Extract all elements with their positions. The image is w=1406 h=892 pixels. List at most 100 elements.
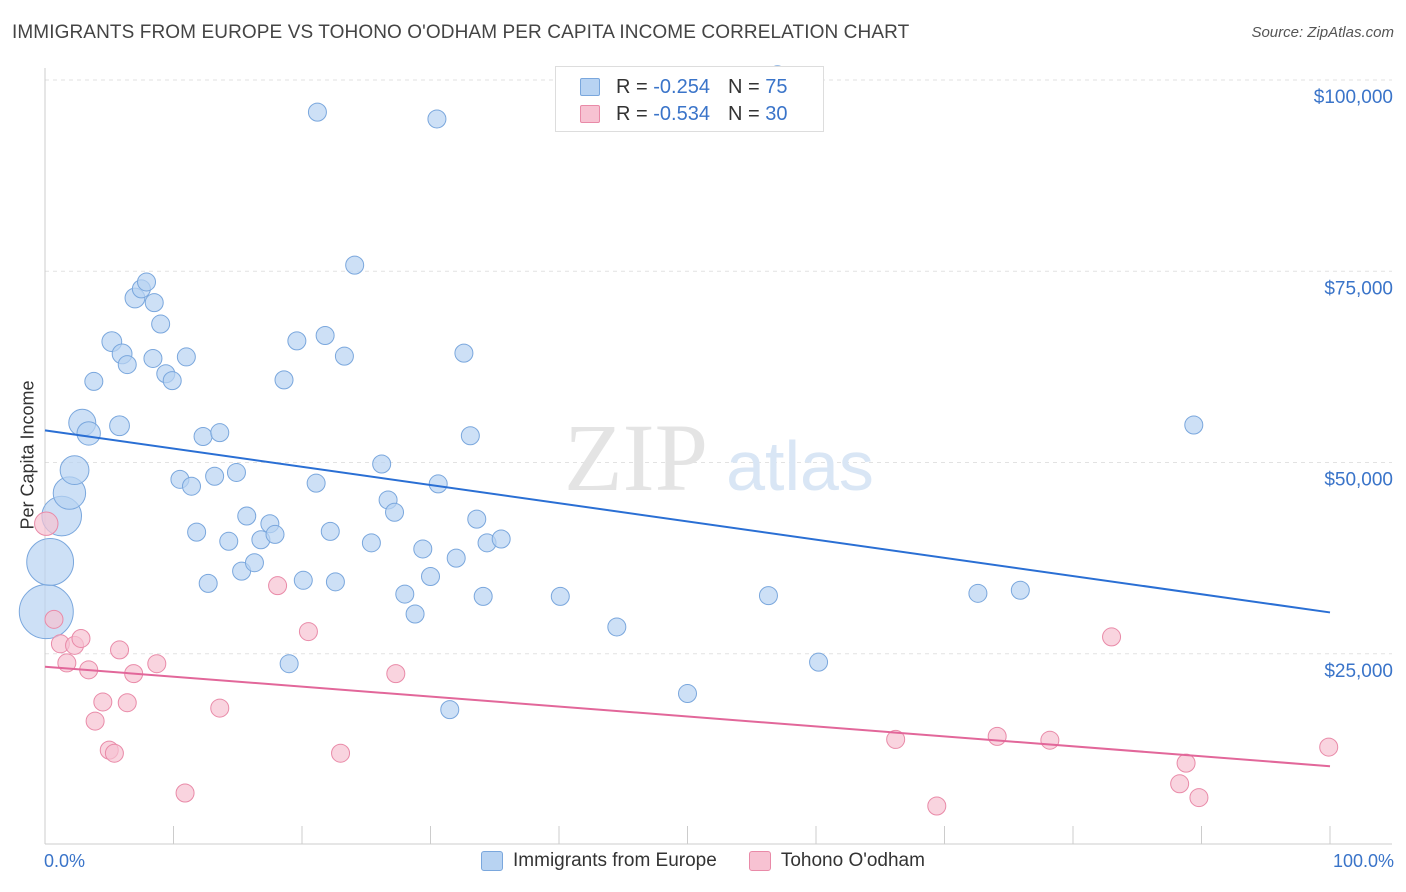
data-point [274,370,294,390]
legend-n-value: 75 [765,75,788,98]
data-point [886,729,906,749]
data-point [59,455,90,486]
axes [44,68,1392,845]
data-point [395,584,415,604]
x-tick-label-min: 0.0% [44,851,86,871]
legend-item-tohono-oodham: Tohono O'odham [748,850,925,872]
data-point [237,506,257,526]
legend-r-label: R = [616,75,648,98]
data-point [1319,737,1339,757]
data-point [491,529,511,549]
trend-lines [44,429,1331,768]
data-point [446,548,466,568]
data-point [144,293,164,313]
data-point [93,692,113,712]
legend-n-label: N = [727,75,760,98]
data-point [331,743,351,763]
data-point [210,698,230,718]
data-point [1010,580,1030,600]
data-point [175,783,195,803]
y-tick-label: $50,000 [1324,470,1393,491]
trend-line-tohono-oodham [44,665,1331,768]
data-point [117,355,137,375]
data-point [293,570,313,590]
data-point [151,314,171,334]
data-point [315,326,335,346]
chart-title: IMMIGRANTS FROM EUROPE VS TOHONO O'ODHAM… [12,22,910,43]
data-point [334,346,354,366]
correlation-legend: R = -0.254 N = 75 R = -0.534 N = 30 [555,66,824,132]
legend-swatch-blue [481,851,504,871]
data-point [210,423,230,443]
legend-r-value: -0.254 [653,75,710,98]
series-immigrants-from-europe [18,65,1204,720]
data-point [143,348,163,368]
data-point [320,521,340,541]
data-point [76,421,101,446]
data-point [1102,627,1122,647]
data-point [110,640,130,660]
watermark: ZIP atlas [564,404,874,511]
data-point [18,584,74,640]
data-point [428,474,448,494]
legend-r-label: R = [616,102,648,125]
data-point [244,553,264,573]
data-point [181,476,201,496]
data-point [307,102,327,122]
data-point [385,502,405,522]
data-point [306,473,326,493]
data-point [71,628,91,648]
legend-label: Tohono O'odham [780,850,925,871]
data-point [968,583,988,603]
data-point [372,454,392,474]
data-point [1176,753,1196,773]
data-point [473,586,493,606]
trend-line-immigrants-from-europe [44,429,1331,614]
legend-swatch-blue [580,78,600,96]
legend-label: Immigrants from Europe [513,850,717,871]
data-point [265,524,285,544]
watermark-zip: ZIP [564,404,708,511]
data-point [325,572,345,592]
data-point [268,576,288,596]
data-point [226,462,246,482]
y-tick-label: $75,000 [1324,278,1393,299]
data-point [361,533,381,553]
source-label: Source: ZipAtlas.com [1251,24,1394,41]
data-point [678,684,697,704]
data-point [298,622,318,642]
data-point [1170,774,1190,794]
series-tohono-oodham [34,511,1339,816]
data-point [147,654,167,674]
data-point [85,711,105,731]
data-point [26,538,75,586]
data-point [137,272,157,292]
data-point [987,726,1007,746]
data-point [117,693,137,713]
data-point [162,371,182,391]
data-point [44,609,64,629]
data-point [413,539,433,559]
data-point [454,343,474,363]
data-point [345,255,365,275]
data-point [809,652,829,672]
data-point [607,617,627,637]
data-point [1189,788,1209,808]
data-point [1184,415,1204,435]
data-point [104,743,124,763]
data-point [421,566,440,586]
data-point [386,664,406,684]
legend-row-series2: R = -0.534 N = 30 [580,101,787,127]
data-point [205,466,225,486]
data-point [279,654,299,674]
data-point [427,109,447,129]
data-point [550,586,570,606]
data-point [109,415,130,437]
series-legend: Immigrants from Europe Tohono O'odham [0,850,1406,872]
data-point [84,371,104,391]
legend-row-series1: R = -0.254 N = 75 [580,74,787,100]
y-tick-label: $25,000 [1324,661,1393,682]
watermark-atlas: atlas [726,427,874,505]
data-point [467,509,487,529]
